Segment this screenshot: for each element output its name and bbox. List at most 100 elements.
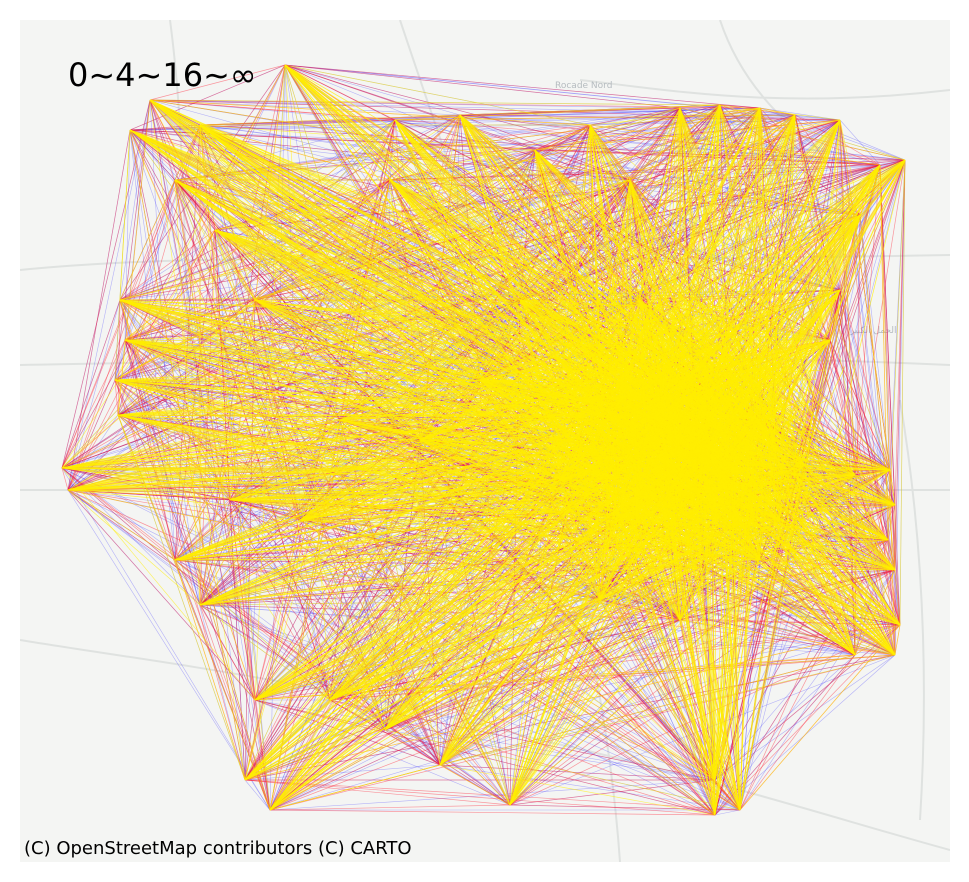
flow-line bbox=[479, 379, 741, 811]
flow-line bbox=[119, 179, 631, 301]
flow-line bbox=[724, 325, 733, 438]
flow-line bbox=[199, 124, 231, 501]
flow-line bbox=[668, 572, 710, 600]
flow-line bbox=[284, 64, 681, 109]
flow-line bbox=[681, 470, 799, 475]
flow-line bbox=[596, 429, 787, 579]
flow-line bbox=[329, 114, 461, 701]
flow-line bbox=[854, 214, 861, 476]
flow-line bbox=[229, 114, 461, 501]
flow-line bbox=[117, 414, 246, 781]
flow-line bbox=[61, 467, 441, 766]
flow-line bbox=[254, 699, 716, 816]
flow-line bbox=[739, 624, 901, 811]
flow-line bbox=[67, 489, 441, 766]
flow-line bbox=[670, 291, 776, 320]
flow-line bbox=[439, 539, 889, 766]
flow-line bbox=[117, 414, 176, 561]
flow-line bbox=[174, 179, 386, 731]
flow-line bbox=[199, 107, 761, 126]
flow-line bbox=[284, 64, 521, 301]
flow-line bbox=[619, 277, 641, 296]
flow-line bbox=[679, 559, 761, 621]
flow-line bbox=[609, 351, 618, 550]
flow-line bbox=[854, 159, 906, 476]
flow-line bbox=[583, 379, 616, 485]
flow-line bbox=[439, 654, 896, 766]
flow-line bbox=[854, 474, 896, 571]
flow-line bbox=[229, 104, 721, 501]
flow-line bbox=[124, 339, 896, 656]
flow-line bbox=[554, 285, 623, 373]
flow-line bbox=[67, 489, 256, 701]
flow-line bbox=[620, 295, 690, 426]
flow-line bbox=[459, 114, 881, 166]
flow-line bbox=[284, 64, 691, 367]
flow-line bbox=[459, 114, 631, 181]
flow-line bbox=[698, 501, 761, 561]
map-canvas[interactable]: Rocade Nord الحمل الكبير bbox=[20, 20, 950, 862]
flow-line bbox=[547, 531, 755, 541]
flow-line bbox=[731, 535, 856, 656]
flow-line bbox=[528, 434, 559, 487]
flow-line bbox=[459, 114, 896, 571]
flow-line bbox=[574, 378, 623, 407]
flow-line bbox=[532, 340, 569, 374]
flow-line bbox=[244, 699, 256, 781]
flow-line bbox=[284, 64, 331, 701]
flow-line bbox=[254, 104, 721, 301]
flow-line bbox=[768, 434, 846, 561]
flow-line bbox=[839, 119, 861, 216]
flow-line bbox=[229, 64, 286, 501]
flow-line bbox=[254, 699, 271, 811]
flow-line bbox=[299, 519, 896, 656]
flow-line bbox=[439, 764, 511, 806]
flow-line bbox=[894, 159, 906, 506]
flow-line bbox=[61, 114, 796, 469]
basemap-road bbox=[719, 20, 821, 151]
flow-line bbox=[639, 159, 906, 301]
basemap-road bbox=[899, 399, 925, 821]
flow-line bbox=[269, 488, 682, 811]
flow-line bbox=[214, 107, 681, 231]
flow-line bbox=[199, 299, 256, 606]
flow-line bbox=[61, 467, 741, 811]
flow-line bbox=[384, 619, 681, 731]
flow-line bbox=[439, 764, 716, 781]
flow-line bbox=[839, 119, 881, 166]
flow-line bbox=[688, 431, 845, 596]
flow-line bbox=[459, 114, 521, 301]
flow-line bbox=[117, 414, 896, 571]
flow-line bbox=[284, 64, 441, 766]
flow-line bbox=[254, 699, 386, 731]
flow-line bbox=[229, 119, 396, 501]
flow-line bbox=[748, 495, 781, 594]
flow-line bbox=[199, 124, 881, 166]
flow-line bbox=[174, 369, 637, 561]
flow-line bbox=[759, 107, 856, 656]
flow-line bbox=[637, 277, 709, 378]
flow-line bbox=[254, 479, 561, 701]
flow-line bbox=[229, 499, 441, 766]
flow-line bbox=[879, 164, 896, 506]
flow-line bbox=[894, 159, 906, 656]
flow-line bbox=[269, 344, 641, 811]
flow-line bbox=[739, 164, 881, 811]
flow-line bbox=[214, 119, 841, 231]
flow-line bbox=[199, 64, 286, 606]
flow-line bbox=[149, 99, 841, 121]
flow-line bbox=[689, 316, 699, 403]
flow-line bbox=[229, 419, 341, 501]
flow-line bbox=[761, 352, 788, 570]
flow-line bbox=[214, 229, 623, 338]
flow-line bbox=[614, 179, 631, 376]
flow-line bbox=[199, 124, 881, 166]
flow-line bbox=[229, 499, 441, 766]
flow-line bbox=[804, 164, 881, 466]
flow-line bbox=[269, 107, 681, 811]
flow-line bbox=[67, 179, 176, 491]
flow-line bbox=[124, 339, 271, 811]
flow-line bbox=[679, 107, 861, 216]
flow-line bbox=[284, 64, 561, 481]
flow-line bbox=[887, 539, 896, 571]
